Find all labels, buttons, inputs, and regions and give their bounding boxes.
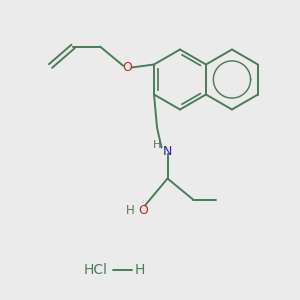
Text: N: N <box>163 145 172 158</box>
Text: H: H <box>126 203 135 217</box>
Text: O: O <box>138 203 148 217</box>
Text: H: H <box>153 140 161 150</box>
Text: O: O <box>122 61 132 74</box>
Text: HCl: HCl <box>84 263 108 277</box>
Text: H: H <box>134 263 145 277</box>
